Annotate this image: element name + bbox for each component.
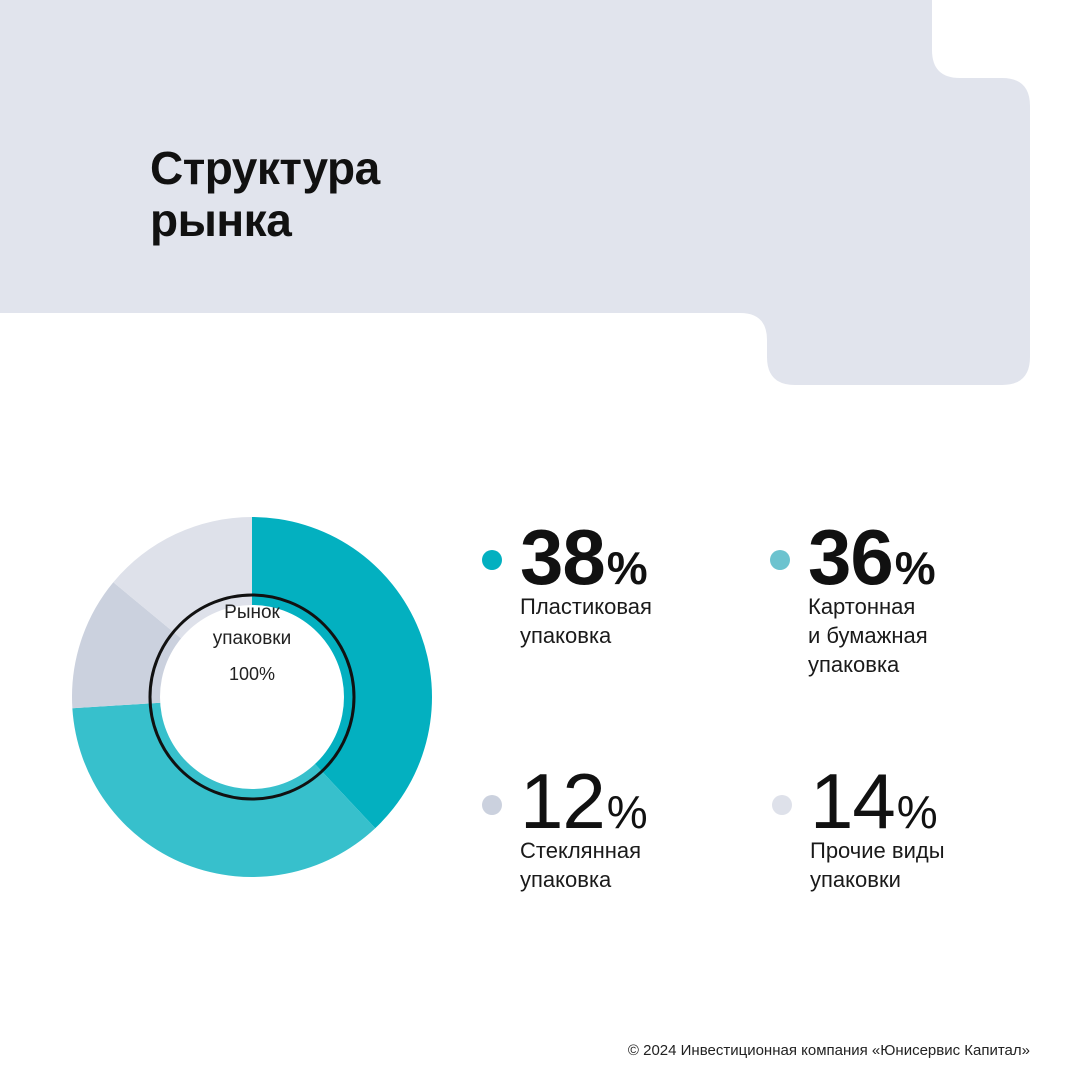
legend-unit-cardboard: % (894, 542, 936, 594)
title-line-2: рынка (150, 194, 292, 246)
legend-unit-other: % (896, 786, 938, 838)
donut-slice-other (113, 517, 252, 640)
donut-chart (72, 517, 432, 877)
legend-label-line: упаковка (520, 623, 612, 648)
legend-label-line: Картонная (808, 594, 916, 619)
legend-label-line: упаковки (810, 867, 901, 892)
center-value: 100% (228, 664, 276, 684)
legend-number-glass: 12 (520, 757, 606, 845)
legend-number-other: 14 (810, 757, 896, 845)
legend-number-cardboard: 36 (808, 513, 894, 601)
legend-label-plastic: Пластиковая упаковка (520, 592, 652, 650)
legend-label-cardboard: Картонная и бумажная упаковка (808, 592, 928, 679)
legend-label-glass: Стеклянная упаковка (520, 836, 641, 894)
legend-dot-other (772, 795, 792, 815)
legend-label-line: и бумажная (808, 623, 928, 648)
page-title: Структура рынка (150, 142, 380, 246)
legend-label-line: упаковка (520, 867, 612, 892)
donut-hole (160, 605, 344, 789)
legend-label-line: Прочие виды (810, 838, 945, 863)
donut-slice-plastic (252, 517, 432, 829)
legend-dot-cardboard (770, 550, 790, 570)
legend-dot-plastic (482, 550, 502, 570)
donut-inner-ring (148, 593, 356, 801)
legend-dot-glass (482, 795, 502, 815)
legend-value-glass: 12% (520, 762, 648, 840)
legend-unit-glass: % (606, 786, 648, 838)
legend-label-line: Стеклянная (520, 838, 642, 863)
title-line-1: Структура (150, 142, 380, 194)
legend-label-line: Пластиковая (520, 594, 652, 619)
legend-label-line: упаковка (808, 652, 900, 677)
legend-unit-plastic: % (606, 542, 648, 594)
donut-center-label: Рынок упаковки 100% (152, 600, 352, 685)
donut-slice-cardboard (72, 702, 376, 877)
legend-number-plastic: 38 (520, 513, 606, 601)
legend-value-plastic: 38% (520, 518, 648, 596)
legend-label-other: Прочие виды упаковки (810, 836, 945, 894)
donut-slice-glass (72, 582, 183, 709)
center-label-line-1: Рынок (224, 602, 280, 623)
legend-value-cardboard: 36% (808, 518, 936, 596)
legend-value-other: 14% (810, 762, 938, 840)
copyright-footer: © 2024 Инвестиционная компания «Юнисерви… (627, 1042, 1030, 1059)
center-label-line-2: упаковки (212, 628, 292, 649)
